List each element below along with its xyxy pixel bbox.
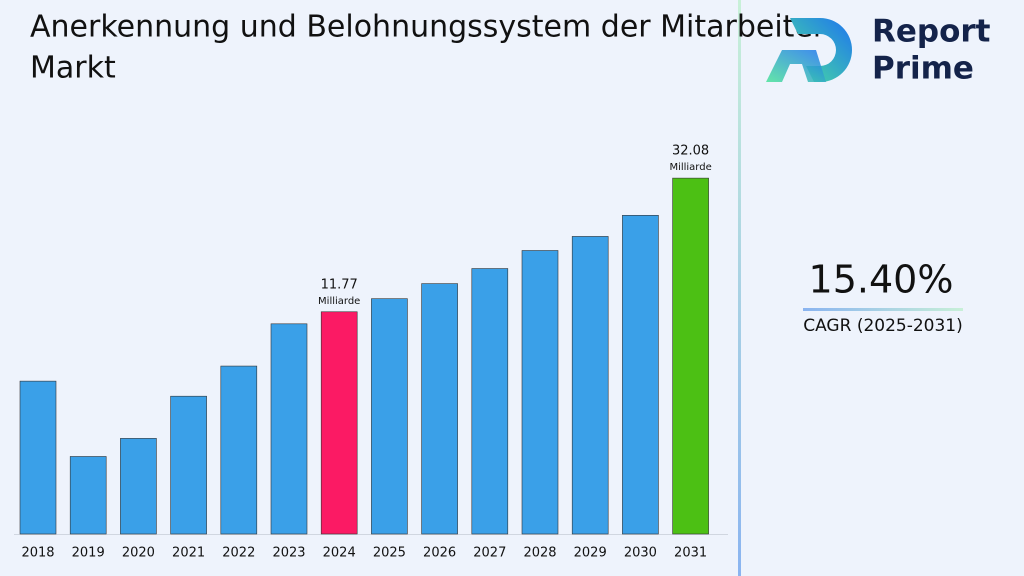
logo-text: Prime [872, 51, 974, 87]
x-tick-label: 2021 [172, 546, 205, 561]
x-tick-label: 2019 [72, 546, 105, 561]
chart-title: Markt [30, 51, 116, 86]
bar [421, 283, 458, 535]
divider [738, 0, 741, 576]
bar [270, 323, 308, 535]
bar [622, 214, 659, 535]
logo-text: Report [872, 14, 991, 50]
bar [220, 365, 258, 535]
kpi-value: 15.40% [809, 258, 954, 302]
x-tick-label: 2018 [21, 546, 54, 561]
bar [19, 380, 57, 535]
bar [320, 311, 358, 535]
value-unit: Milliarde [669, 162, 711, 173]
logo: Report Prime [766, 14, 991, 87]
bar [69, 456, 107, 535]
bar [120, 438, 157, 535]
x-tick-label: 2025 [373, 546, 406, 561]
value-label: 11.77 [321, 277, 358, 292]
x-tick-label: 2028 [523, 546, 556, 561]
x-tick-label: 2024 [323, 546, 356, 561]
bar [521, 250, 559, 535]
x-tick-label: 2020 [122, 546, 155, 561]
bar [672, 177, 709, 535]
bar [170, 395, 207, 535]
x-tick-label: 2029 [574, 546, 607, 561]
chart-title: Anerkennung und Belohnungssystem der Mit… [30, 10, 826, 45]
x-tick-label: 2026 [423, 546, 456, 561]
bar [571, 236, 609, 535]
value-label: 32.08 [672, 144, 709, 159]
x-tick-label: 2030 [624, 546, 657, 561]
kpi-label: CAGR (2025-2031) [803, 316, 963, 336]
x-tick-label: 2023 [272, 546, 305, 561]
bar [371, 298, 408, 535]
x-tick-label: 2022 [222, 546, 255, 561]
x-tick-label: 2027 [473, 546, 506, 561]
value-unit: Milliarde [318, 296, 360, 307]
x-tick-label: 2031 [674, 546, 707, 561]
kpi-underline [803, 308, 963, 311]
bar [471, 268, 509, 535]
